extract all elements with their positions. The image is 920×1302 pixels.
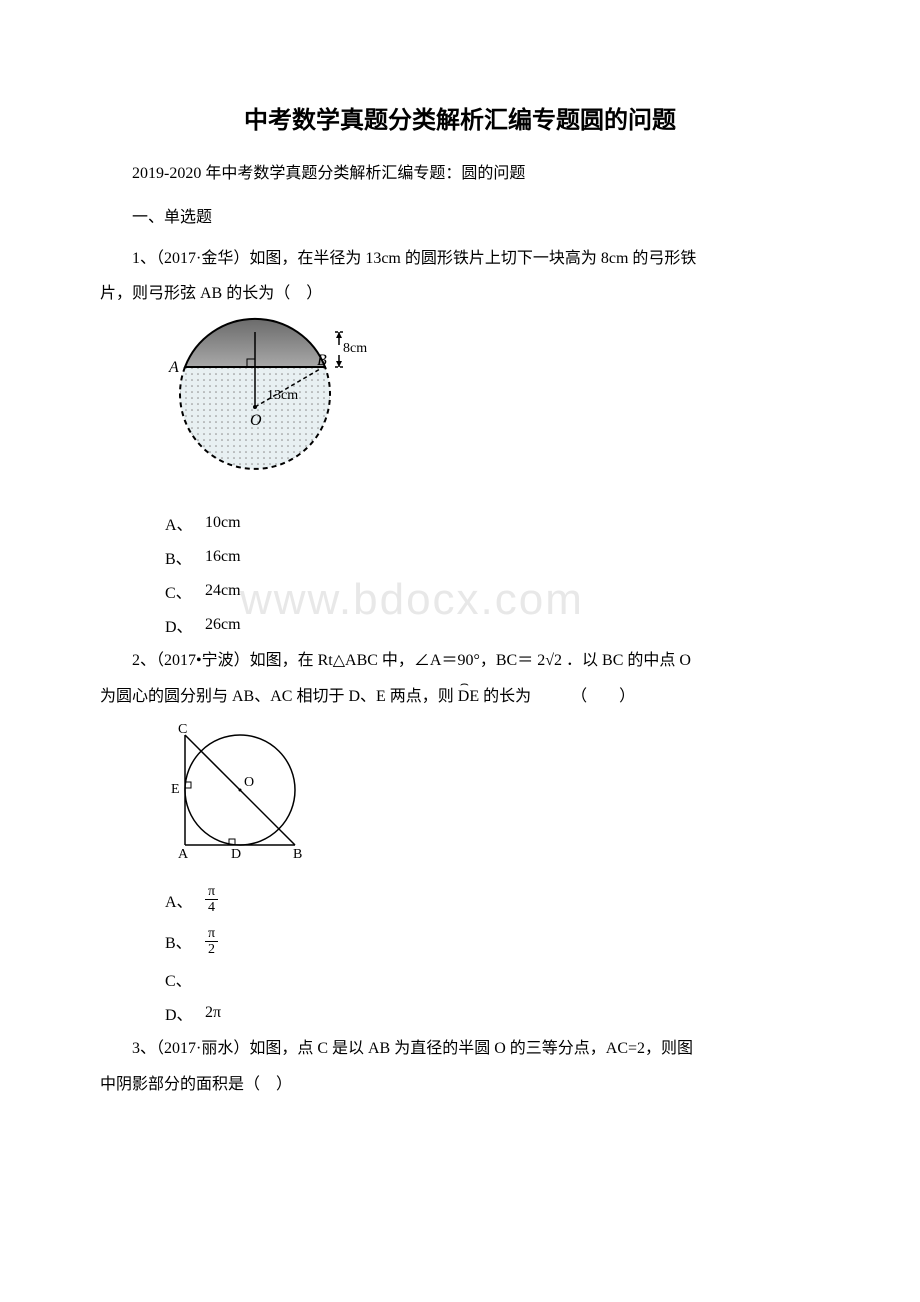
- q1-height-label: 8cm: [343, 341, 367, 356]
- q1-option-b: B、16cm: [165, 545, 820, 569]
- q2-point-o: O: [244, 775, 254, 790]
- q1-option-c: C、24cm: [165, 579, 820, 603]
- q2-option-a: A、 π 4: [165, 884, 820, 916]
- page-title: 中考数学真题分类解析汇编专题圆的问题: [100, 100, 820, 135]
- q2-arc-de: DE: [458, 683, 479, 710]
- q2-line2: 为圆心的圆分别与 AB、AC 相切于 D、E 两点，则 DE 的长为 （ ）: [100, 683, 820, 710]
- q1-point-o: O: [250, 412, 262, 429]
- q2-line1: 2、（2017•宁波）如图，在 Rt△ABC 中，∠A＝90°，BC＝ 2√2 …: [100, 647, 820, 674]
- q1-option-c-text: 24cm: [205, 582, 241, 600]
- q2-point-c: C: [178, 722, 187, 737]
- q2-text2b: 的长为 （ ）: [483, 688, 635, 705]
- q2-text1b: ．以 BC 的中点 O: [566, 652, 691, 669]
- q2-figure: C A B D E O: [165, 720, 820, 870]
- q1-option-d-text: 26cm: [205, 616, 241, 634]
- q2-option-d-text: 2π: [205, 1004, 221, 1022]
- q2-text1: 2、（2017•宁波）如图，在 Rt△ABC 中，∠A＝90°，BC＝: [132, 652, 533, 669]
- q2-option-c: C、: [165, 967, 820, 991]
- q1-point-b: B: [317, 352, 327, 369]
- q1-line1: 1、（2017·金华）如图，在半径为 13cm 的圆形铁片上切下一块高为 8cm…: [100, 245, 820, 272]
- q1-option-d: D、26cm: [165, 613, 820, 637]
- q2-point-a: A: [178, 847, 189, 862]
- q3-line2: 中阴影部分的面积是（ ）: [100, 1071, 820, 1098]
- q1-option-a-text: 10cm: [205, 514, 241, 532]
- q2-b-den: 2: [205, 942, 218, 957]
- q2-option-b: B、 π 2: [165, 926, 820, 958]
- q2-text2: 为圆心的圆分别与 AB、AC 相切于 D、E 两点，则: [100, 688, 454, 705]
- q2-a-num: π: [205, 884, 218, 900]
- q2-b-num: π: [205, 926, 218, 942]
- q2-point-d: D: [231, 847, 241, 862]
- q2-point-e: E: [171, 782, 180, 797]
- q3-line1: 3、（2017·丽水）如图，点 C 是以 AB 为直径的半圆 O 的三等分点，A…: [100, 1035, 820, 1062]
- q1-radius-label: 13cm: [267, 388, 298, 403]
- section-header: 一、单选题: [100, 203, 820, 227]
- subtitle: 2019-2020 年中考数学真题分类解析汇编专题：圆的问题: [100, 159, 820, 183]
- q2-option-b-frac: π 2: [205, 926, 218, 958]
- q1-line2: 片，则弓形弦 AB 的长为（ ）: [100, 280, 820, 307]
- q1-figure: 8cm A B O 13cm: [165, 317, 820, 497]
- q2-option-a-frac: π 4: [205, 884, 218, 916]
- q2-option-d: D、2π: [165, 1001, 820, 1025]
- q2-sqrt: 2√2: [537, 652, 562, 669]
- q1-point-a: A: [168, 359, 179, 376]
- q2-point-b: B: [293, 847, 302, 862]
- q2-a-den: 4: [205, 900, 218, 915]
- q1-option-a: A、10cm: [165, 511, 820, 535]
- q1-option-b-text: 16cm: [205, 548, 241, 566]
